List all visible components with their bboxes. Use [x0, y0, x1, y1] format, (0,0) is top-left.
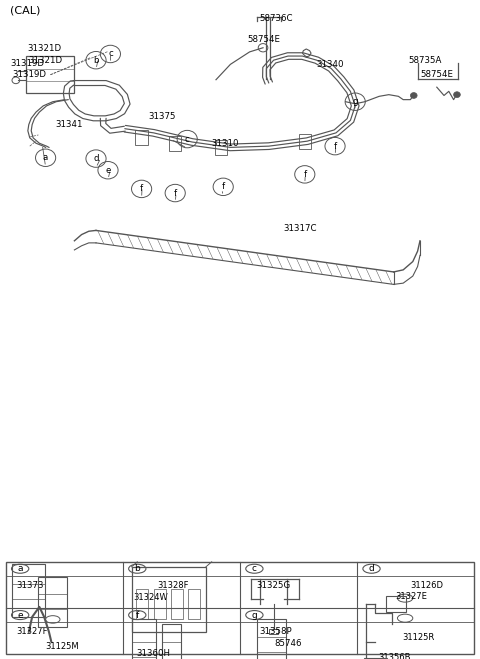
Text: c: c: [252, 564, 257, 573]
Text: 31360H: 31360H: [136, 650, 170, 658]
Text: 31328F: 31328F: [157, 581, 189, 590]
Text: f: f: [136, 610, 139, 619]
Text: 31327E: 31327E: [396, 592, 427, 601]
Text: 31310: 31310: [211, 139, 239, 148]
Bar: [269, 629, 278, 635]
Text: d: d: [93, 154, 99, 163]
Bar: [171, 589, 183, 619]
Circle shape: [454, 92, 460, 98]
Bar: [188, 589, 200, 619]
Text: 31319D: 31319D: [12, 71, 46, 79]
Text: g: g: [352, 98, 358, 106]
Text: 58754E: 58754E: [420, 71, 453, 79]
Text: 58735A: 58735A: [408, 56, 442, 65]
Bar: [162, 625, 181, 659]
Bar: [135, 130, 148, 146]
Bar: [136, 589, 148, 619]
Text: c: c: [185, 134, 190, 144]
Bar: [215, 140, 227, 155]
Text: 31325G: 31325G: [257, 581, 291, 590]
Text: b: b: [93, 56, 99, 65]
Text: 31125M: 31125M: [45, 642, 79, 651]
Bar: [169, 136, 181, 151]
Text: f: f: [174, 188, 177, 198]
Bar: [6, 562, 474, 654]
Text: 31321D: 31321D: [29, 56, 63, 65]
Text: a: a: [17, 564, 23, 573]
Bar: [132, 619, 156, 659]
Bar: [12, 564, 45, 617]
Text: f: f: [334, 142, 336, 151]
Text: a: a: [43, 154, 48, 162]
Text: 31327F: 31327F: [16, 627, 48, 636]
Text: f: f: [222, 183, 225, 191]
Text: 31125R: 31125R: [403, 633, 435, 643]
Text: 31126D: 31126D: [410, 581, 443, 590]
Text: 58754E: 58754E: [247, 35, 280, 44]
Text: 31373: 31373: [16, 581, 44, 590]
Text: b: b: [134, 564, 140, 573]
Bar: [26, 56, 74, 94]
Bar: [257, 619, 286, 659]
Text: 58736C: 58736C: [259, 14, 293, 23]
Bar: [38, 577, 67, 627]
Text: 31324W: 31324W: [133, 593, 168, 602]
Text: e: e: [105, 165, 111, 175]
Text: e: e: [17, 610, 23, 619]
Text: 31321D: 31321D: [28, 45, 62, 53]
Bar: [154, 589, 166, 619]
Text: c: c: [108, 49, 113, 59]
Bar: [132, 567, 206, 632]
Circle shape: [410, 92, 417, 98]
Text: 31375: 31375: [149, 112, 176, 121]
Text: 85746: 85746: [275, 639, 302, 648]
Bar: [386, 596, 406, 612]
Text: 31340: 31340: [317, 60, 344, 69]
Text: 31358P: 31358P: [259, 627, 292, 636]
Bar: [364, 658, 387, 659]
Text: d: d: [369, 564, 374, 573]
Text: f: f: [140, 185, 143, 193]
Text: 31319D: 31319D: [11, 59, 45, 68]
Text: g: g: [252, 610, 257, 619]
Text: 31317C: 31317C: [283, 224, 317, 233]
Bar: [299, 134, 311, 149]
Text: (CAL): (CAL): [10, 5, 40, 15]
Text: 31356B: 31356B: [379, 653, 411, 659]
Text: f: f: [303, 170, 306, 179]
Text: 31341: 31341: [55, 120, 83, 129]
